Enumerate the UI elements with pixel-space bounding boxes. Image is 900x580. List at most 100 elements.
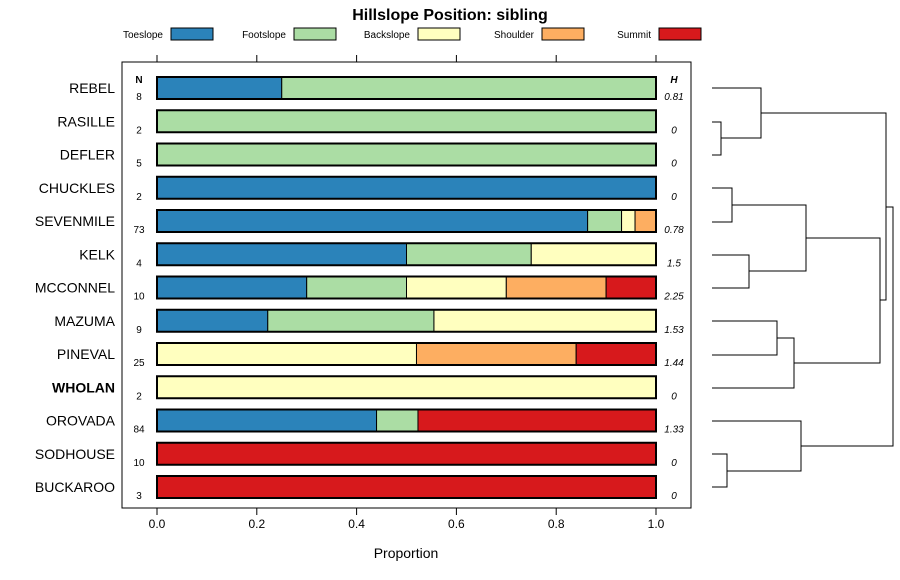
row-label: BUCKAROO (35, 479, 115, 495)
bar-segment-summit (417, 409, 657, 432)
bar-segment-backslope (621, 209, 636, 233)
bar-segment-footslope (156, 109, 657, 133)
bar-segment-toeslope (156, 209, 589, 233)
legend-swatch-toeslope (170, 27, 214, 41)
bar-outline (156, 408, 657, 433)
n-value: 4 (136, 258, 142, 269)
h-value: 0 (671, 391, 677, 402)
bar-outline (156, 209, 657, 233)
x-tick-label: 0.0 (149, 517, 166, 531)
chart-title: Hillslope Position: sibling (352, 7, 548, 24)
bar-outline (156, 242, 657, 267)
h-value: 0.81 (664, 92, 683, 103)
plot-panel (121, 61, 692, 509)
row-label: MCCONNEL (35, 280, 115, 296)
bar-segment-toeslope (156, 276, 308, 299)
row-defler: DEFLER 5 0 (60, 142, 677, 170)
bar-segment-toeslope (156, 76, 283, 100)
bar-segment-footslope (281, 76, 657, 100)
row-label: DEFLER (60, 147, 115, 163)
row-kelk: KELK 4 1.5 (79, 242, 681, 269)
x-tick-label: 0.8 (548, 517, 565, 531)
n-value: 10 (133, 458, 145, 469)
h-value: 2.25 (663, 292, 684, 303)
n-value: 2 (136, 192, 142, 203)
row-label: SEVENMILE (35, 213, 115, 229)
row-chuckles: CHUCKLES 2 0 (39, 175, 677, 203)
legend-swatch-summit (658, 27, 702, 41)
n-value: 9 (136, 325, 142, 336)
h-value: 1.5 (667, 258, 681, 269)
row-rebel: REBEL 8 0.81 (69, 76, 684, 103)
legend-label-summit: Summit (617, 30, 651, 41)
bar-segment-backslope (433, 309, 657, 333)
h-value: 0 (671, 458, 677, 469)
bar-segment-summit (575, 342, 657, 366)
bar-segment-toeslope (156, 309, 269, 333)
row-label: PINEVAL (57, 346, 115, 362)
n-value: 2 (136, 391, 142, 402)
h-header: H (670, 75, 678, 86)
x-tick-label: 0.2 (248, 517, 265, 531)
row-label: SODHOUSE (35, 446, 115, 462)
bar-segment-toeslope (156, 409, 378, 432)
h-value: 1.44 (664, 358, 684, 369)
n-value: 73 (133, 225, 145, 236)
h-value: 1.53 (664, 325, 684, 336)
x-axis-label: Proportion (374, 545, 439, 561)
x-tick-label: 1.0 (648, 517, 665, 531)
legend-swatch-shoulder (541, 27, 585, 41)
row-sodhouse: SODHOUSE 10 0 (35, 441, 677, 469)
x-tick-label: 0.4 (348, 517, 365, 531)
h-value: 1.33 (664, 425, 684, 436)
row-label: OROVADA (46, 413, 116, 429)
row-label: WHOLAN (52, 379, 115, 395)
bar-outline (156, 76, 657, 100)
h-value: 0 (671, 125, 677, 136)
row-label: MAZUMA (54, 313, 115, 329)
h-value: 0 (671, 192, 677, 203)
bar-outline (156, 342, 657, 366)
row-pineval: PINEVAL 25 1.44 (57, 342, 684, 369)
bar-outline (156, 142, 657, 167)
bar-segment-footslope (587, 209, 623, 233)
bar-outline (156, 275, 657, 300)
bar-segment-backslope (530, 242, 657, 266)
row-label: KELK (79, 246, 115, 262)
bar-segment-shoulder (634, 209, 657, 233)
h-value: 0 (671, 491, 677, 502)
row-wholan: WHOLAN 2 0 (52, 375, 677, 402)
n-value: 3 (136, 491, 142, 502)
bar-segment-shoulder (505, 276, 607, 299)
row-mazuma: MAZUMA 9 1.53 (54, 308, 684, 336)
bar-segment-footslope (306, 276, 408, 299)
bar-outline (156, 175, 657, 200)
legend-swatch-footslope (293, 27, 337, 41)
bar-segment-backslope (156, 342, 417, 366)
row-sevenmile: SEVENMILE 73 0.78 (35, 209, 684, 236)
x-tick-label: 0.6 (448, 517, 465, 531)
bar-segment-shoulder (415, 342, 577, 366)
bar-segment-summit (156, 475, 657, 499)
dendrogram (712, 87, 894, 488)
axes: 0.0 0.2 0.4 0.6 0.8 1.0 (149, 55, 665, 531)
bar-segment-toeslope (156, 176, 657, 200)
bar-segment-toeslope (156, 242, 407, 266)
row-rasille: RASILLE 2 0 (57, 109, 677, 136)
row-buckaroo: BUCKAROO 3 0 (35, 475, 677, 502)
n-value: 2 (136, 125, 142, 136)
bar-outline (156, 441, 657, 466)
bar-segment-footslope (267, 309, 435, 333)
n-value: 10 (133, 292, 145, 303)
legend-swatch-backslope (417, 27, 461, 41)
n-header: N (135, 75, 142, 86)
bar-outline (156, 308, 657, 333)
legend-label-backslope: Backslope (364, 30, 411, 41)
bar-segment-backslope (406, 276, 507, 299)
row-label: RASILLE (57, 113, 115, 129)
row-orovada: OROVADA 84 1.33 (46, 408, 684, 436)
row-label: REBEL (69, 80, 115, 96)
n-value: 84 (133, 425, 145, 436)
h-value: 0.78 (664, 225, 684, 236)
bar-outline (156, 475, 657, 499)
